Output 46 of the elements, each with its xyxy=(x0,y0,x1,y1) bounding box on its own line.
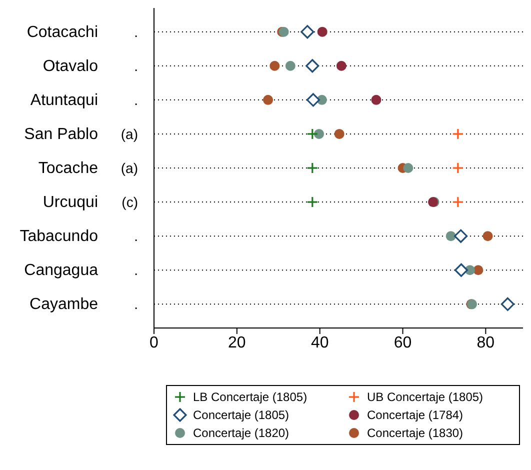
point xyxy=(300,25,314,39)
text: . xyxy=(134,24,138,40)
point xyxy=(317,26,328,37)
x-tick-label: 0 xyxy=(150,334,159,352)
y-tick-label: Tabacundo xyxy=(20,228,98,246)
point xyxy=(371,94,382,105)
point xyxy=(306,93,320,107)
text: (c) xyxy=(122,194,138,210)
legend-label: Concertaje (1784) xyxy=(367,408,464,422)
y-tick-label: Otavalo xyxy=(42,58,98,75)
legend-label: Concertaje (1805) xyxy=(193,408,290,422)
legend-label: UB Concertaje (1805) xyxy=(367,390,484,404)
point xyxy=(500,297,514,311)
legend-label: LB Concertaje (1805) xyxy=(193,390,308,404)
x-tick-label: 20 xyxy=(228,334,246,352)
y-tick-label: Tocache xyxy=(38,160,98,177)
y-tick-label: Urcuqui xyxy=(42,194,98,212)
point xyxy=(446,231,456,242)
point xyxy=(334,128,344,139)
legend-label: Concertaje (1830) xyxy=(367,426,464,440)
y-tick-label: San Pablo xyxy=(24,126,98,143)
text: . xyxy=(134,296,138,312)
x-tick-label: 80 xyxy=(476,334,495,352)
x-tick-label: 40 xyxy=(310,334,329,352)
x-tick-label: 60 xyxy=(394,334,412,352)
point xyxy=(285,60,296,71)
point xyxy=(306,59,320,73)
y-tick-label: Cangagua xyxy=(24,262,98,280)
point xyxy=(473,265,484,276)
legend-label: Concertaje (1820) xyxy=(193,426,290,440)
y-tick-label: Atuntaqui xyxy=(30,92,98,109)
text: . xyxy=(134,58,138,74)
point xyxy=(403,163,414,173)
text: (a) xyxy=(120,126,138,142)
text: . xyxy=(134,92,138,108)
y-tick-label: Cayambe xyxy=(30,296,98,314)
point xyxy=(454,263,468,277)
point xyxy=(270,60,280,71)
point xyxy=(263,94,274,105)
point xyxy=(336,60,346,71)
point xyxy=(482,231,493,242)
y-tick-label: Cotacachi xyxy=(26,24,98,41)
text: . xyxy=(134,228,138,244)
point xyxy=(454,229,468,243)
text: (a) xyxy=(120,160,138,176)
text: . xyxy=(134,262,138,278)
